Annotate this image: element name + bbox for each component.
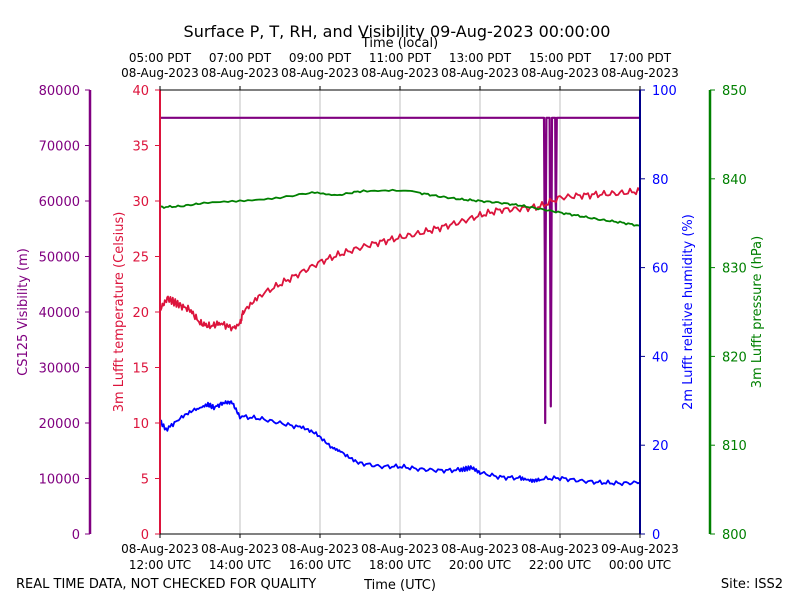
x-tick-label-date: 08-Aug-2023 xyxy=(281,542,359,556)
top-tick-label-date: 08-Aug-2023 xyxy=(601,66,679,80)
temperature-tick-label: 10 xyxy=(132,417,149,432)
visibility-tick-label: 20000 xyxy=(39,417,80,432)
top-tick-label-date: 08-Aug-2023 xyxy=(121,66,199,80)
temperature-tick-label: 40 xyxy=(132,84,149,99)
visibility-tick-label: 70000 xyxy=(39,140,80,155)
visibility-tick-label: 50000 xyxy=(39,251,80,266)
humidity-tick-label: 40 xyxy=(652,350,669,365)
temperature-tick-label: 35 xyxy=(132,140,149,155)
top-tick-label-date: 08-Aug-2023 xyxy=(521,66,599,80)
top-tick-label-time: 17:00 PDT xyxy=(609,51,672,65)
visibility-tick-label: 80000 xyxy=(39,84,80,99)
quality-disclaimer: REAL TIME DATA, NOT CHECKED FOR QUALITY xyxy=(16,577,316,592)
x-tick-label-time: 20:00 UTC xyxy=(449,558,511,572)
humidity-tick-label: 60 xyxy=(652,262,669,277)
pressure-tick-label: 850 xyxy=(722,84,747,99)
data-series xyxy=(159,116,641,487)
top-axis-label: Time (local) xyxy=(361,36,438,51)
visibility-tick-label: 40000 xyxy=(39,306,80,321)
top-tick-label-time: 09:00 PDT xyxy=(289,51,352,65)
x-tick-label-time: 22:00 UTC xyxy=(529,558,591,572)
visibility-axis-label: CS125 Visibility (m) xyxy=(16,248,31,376)
humidity-tick-label: 80 xyxy=(652,173,669,188)
humidity-axis-label: 2m Lufft relative humidity (%) xyxy=(681,214,696,410)
x-tick-label-date: 09-Aug-2023 xyxy=(601,542,679,556)
x-tick-label-time: 00:00 UTC xyxy=(609,558,671,572)
x-tick-label-time: 14:00 UTC xyxy=(209,558,271,572)
top-tick-label-time: 07:00 PDT xyxy=(209,51,272,65)
visibility-tick-label: 10000 xyxy=(39,473,80,488)
humidity-series-line xyxy=(159,400,641,487)
top-tick-label-date: 08-Aug-2023 xyxy=(361,66,439,80)
x-tick-label-time: 16:00 UTC xyxy=(289,558,351,572)
temperature-tick-label: 30 xyxy=(132,195,149,210)
top-tick-label-time: 11:00 PDT xyxy=(369,51,432,65)
x-tick-label-time: 18:00 UTC xyxy=(369,558,431,572)
top-tick-label-time: 05:00 PDT xyxy=(129,51,192,65)
top-tick-label-date: 08-Aug-2023 xyxy=(281,66,359,80)
x-tick-label-date: 08-Aug-2023 xyxy=(521,542,599,556)
temperature-tick-label: 25 xyxy=(132,251,149,266)
x-tick-label-date: 08-Aug-2023 xyxy=(121,542,199,556)
x-tick-label-date: 08-Aug-2023 xyxy=(361,542,439,556)
vertical-gridlines xyxy=(239,90,561,534)
humidity-tick-label: 0 xyxy=(652,528,660,543)
temperature-tick-label: 5 xyxy=(141,473,149,488)
temperature-axis-label: 3m Lufft temperature (Celsius) xyxy=(112,212,127,413)
top-tick-label-time: 15:00 PDT xyxy=(529,51,592,65)
pressure-tick-label: 830 xyxy=(722,262,747,277)
visibility-tick-label: 60000 xyxy=(39,195,80,210)
pressure-tick-label: 840 xyxy=(722,173,747,188)
axes: 0100002000030000400005000060000700008000… xyxy=(39,51,747,572)
temperature-tick-label: 20 xyxy=(132,306,149,321)
humidity-tick-label: 100 xyxy=(652,84,677,99)
pressure-tick-label: 800 xyxy=(722,528,747,543)
x-tick-label-date: 08-Aug-2023 xyxy=(441,542,519,556)
top-tick-label-time: 13:00 PDT xyxy=(449,51,512,65)
x-tick-label-date: 08-Aug-2023 xyxy=(201,542,279,556)
visibility-tick-label: 30000 xyxy=(39,362,80,377)
site-label: Site: ISS2 xyxy=(721,577,783,592)
pressure-axis-label: 3m Lufft pressure (hPa) xyxy=(750,236,765,388)
temperature-tick-label: 15 xyxy=(132,362,149,377)
pressure-tick-label: 810 xyxy=(722,439,747,454)
temperature-tick-label: 0 xyxy=(141,528,149,543)
visibility-series-line xyxy=(160,116,640,425)
x-tick-label-time: 12:00 UTC xyxy=(129,558,191,572)
temperature-series-line xyxy=(159,187,641,332)
x-axis-label: Time (UTC) xyxy=(363,578,436,593)
pressure-series-line xyxy=(159,188,641,227)
chart-title: Surface P, T, RH, and Visibility 09-Aug-… xyxy=(184,22,611,41)
humidity-tick-label: 20 xyxy=(652,439,669,454)
top-tick-label-date: 08-Aug-2023 xyxy=(441,66,519,80)
top-tick-label-date: 08-Aug-2023 xyxy=(201,66,279,80)
visibility-tick-label: 0 xyxy=(72,528,80,543)
pressure-tick-label: 820 xyxy=(722,350,747,365)
